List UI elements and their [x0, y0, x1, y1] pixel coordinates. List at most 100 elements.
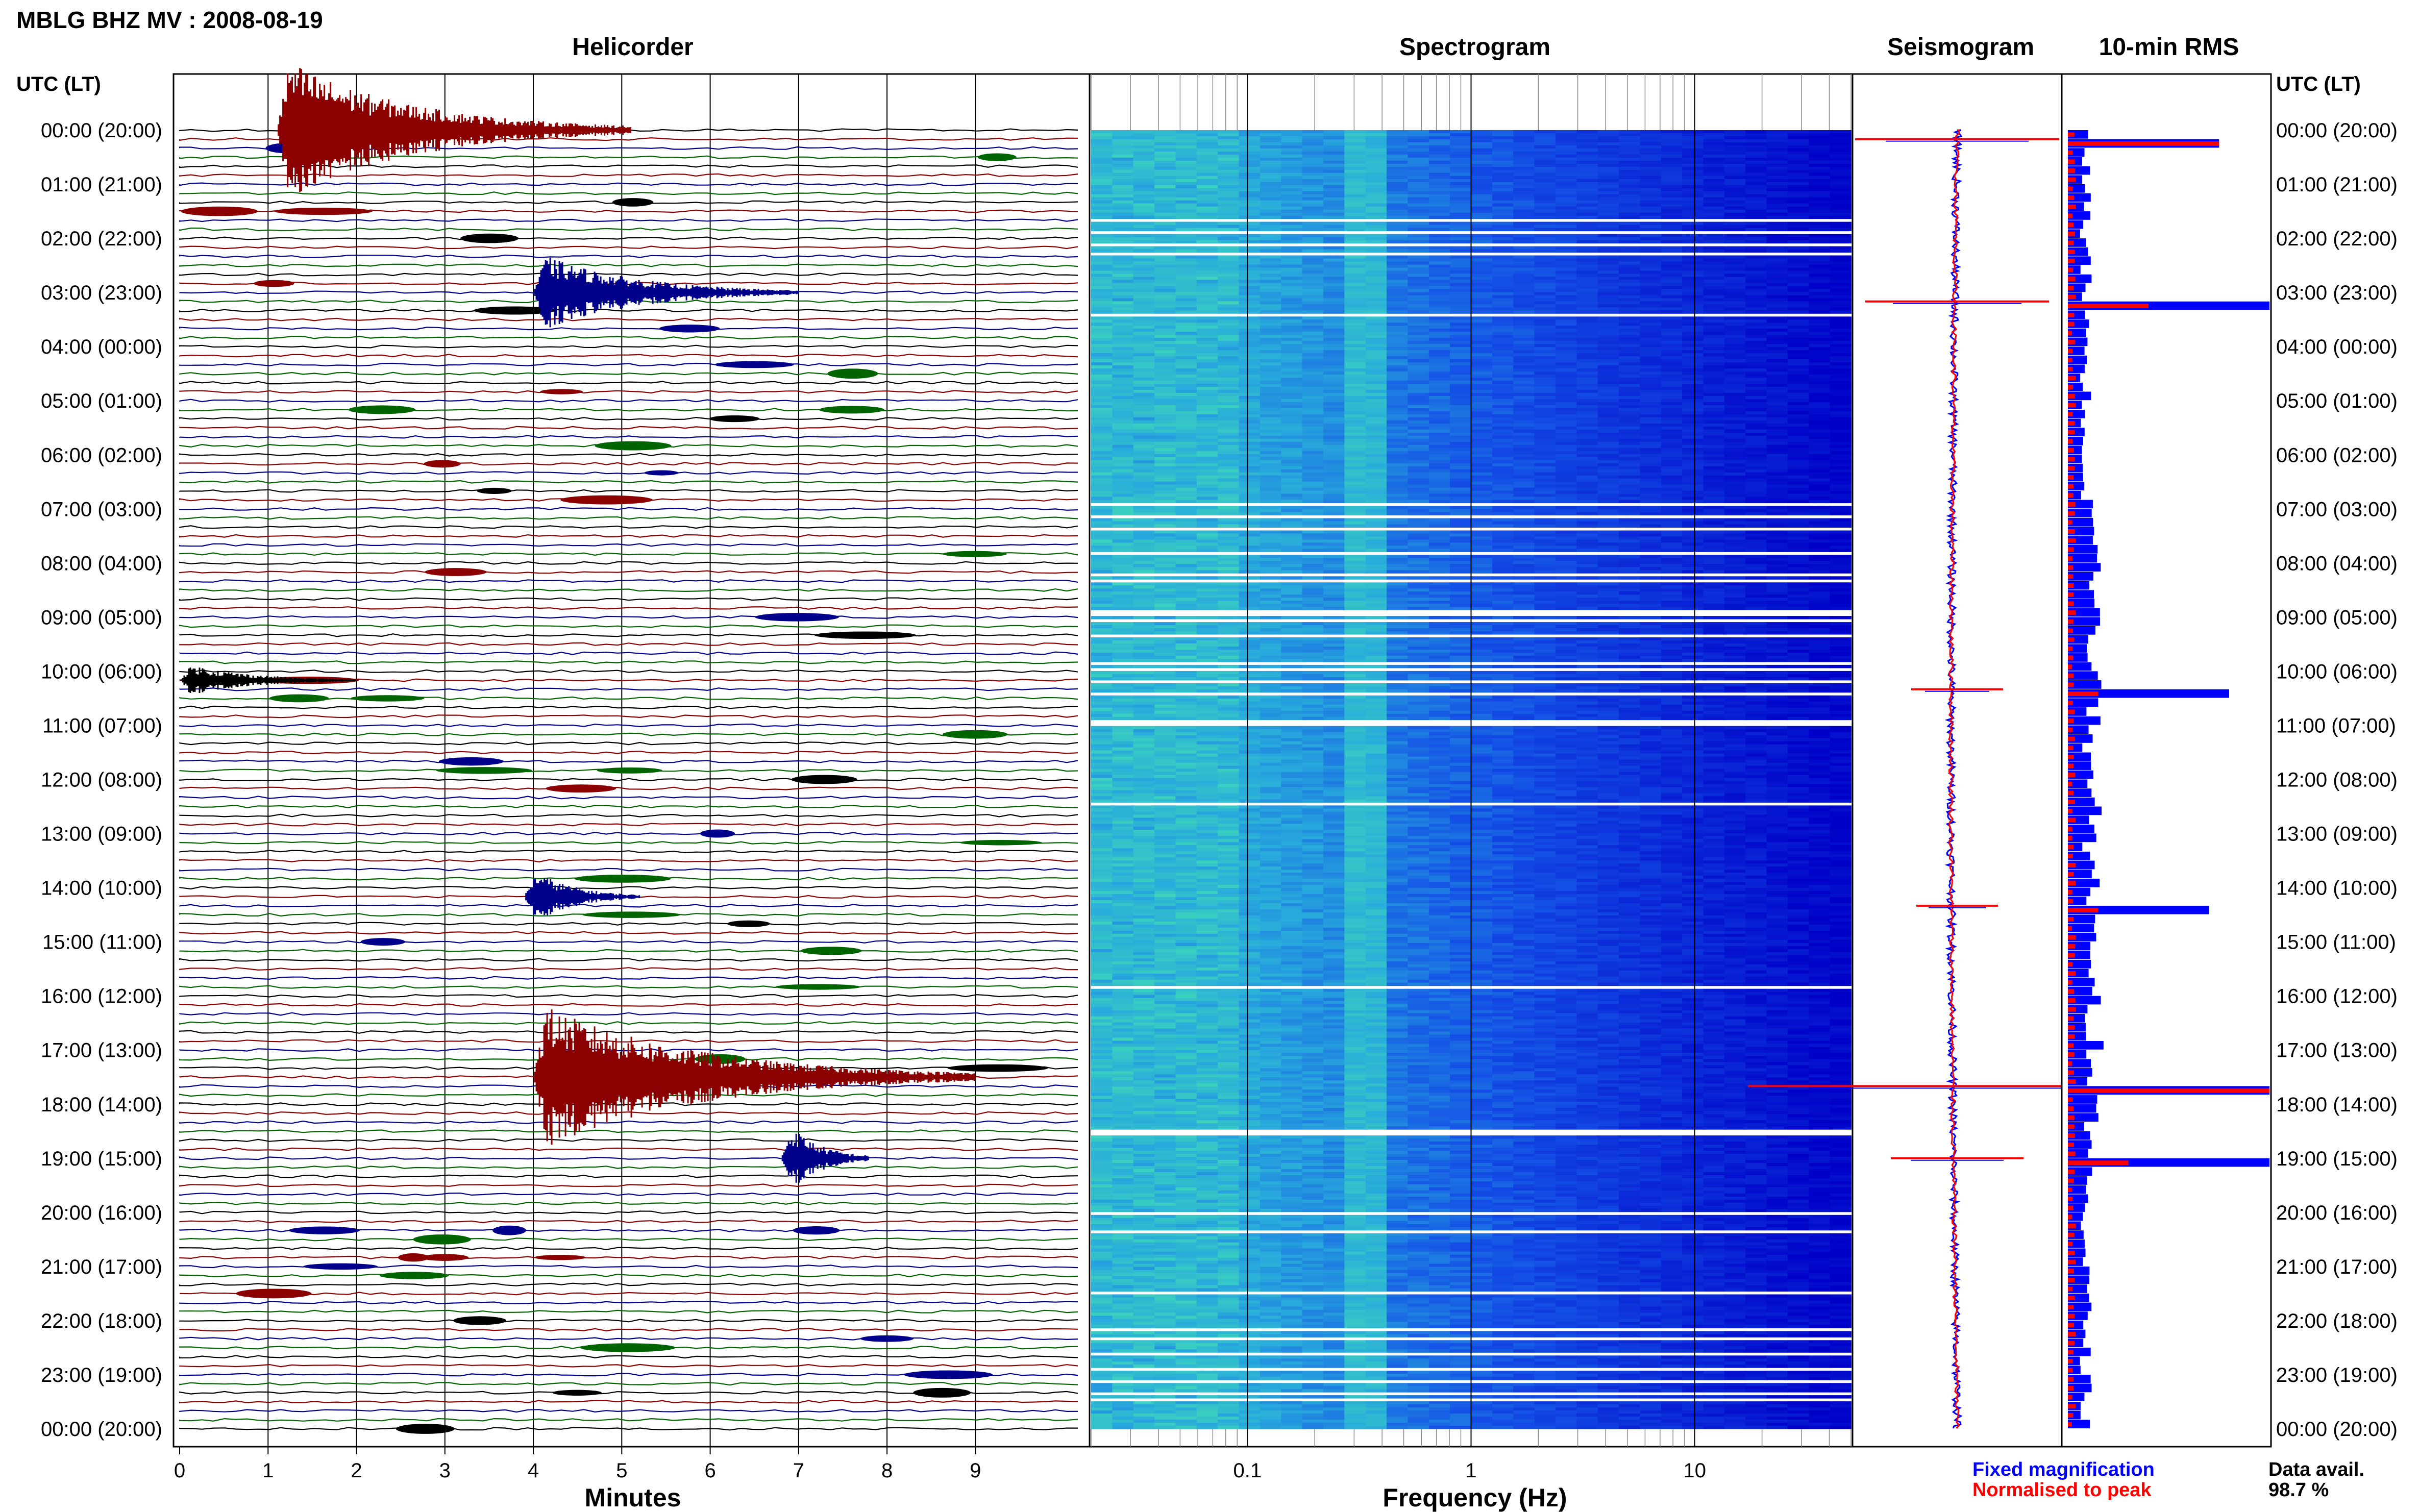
- spectrogram-cell: [1682, 200, 1704, 204]
- spectrogram-cell: [1323, 200, 1345, 204]
- spectrogram-cell: [1408, 353, 1429, 357]
- spectrogram-cell: [1302, 133, 1324, 137]
- spectrogram-cell: [1724, 506, 1746, 510]
- spectrogram-cell: [1281, 176, 1303, 180]
- spectrogram-cell: [1576, 481, 1598, 485]
- spectrogram-cell: [1344, 160, 1366, 164]
- spectrogram-cell: [1281, 304, 1303, 308]
- spectrogram-cell: [1830, 530, 1852, 534]
- spectrogram-cell: [1682, 169, 1704, 173]
- spectrogram-cell: [1428, 206, 1451, 210]
- spectrogram-cell: [1682, 264, 1704, 268]
- spectrogram-cell: [1428, 384, 1451, 387]
- spectrogram-cell: [1133, 212, 1155, 216]
- spectrogram-cell: [1555, 191, 1577, 195]
- spectrogram-cell: [1492, 344, 1514, 348]
- spectrogram-cell: [1133, 267, 1155, 271]
- spectrogram-cell: [1471, 484, 1493, 488]
- spectrogram-cell: [1724, 542, 1746, 546]
- spectrogram-cell: [1239, 371, 1261, 375]
- spectrogram-cell: [1534, 539, 1556, 543]
- spectrogram-cell: [1365, 172, 1388, 177]
- spectrogram-cell: [1133, 444, 1155, 449]
- spectrogram-cell: [1112, 326, 1134, 329]
- spectrogram-cell: [1682, 139, 1704, 143]
- spectrogram-cell: [1260, 417, 1282, 421]
- spectrogram-cell: [1154, 332, 1176, 335]
- spectrogram-cell: [1809, 481, 1831, 485]
- spectrogram-cell: [1239, 301, 1261, 305]
- spectrogram-cell: [1534, 237, 1556, 241]
- spectrogram-cell: [1745, 298, 1767, 302]
- spectrogram-cell: [1428, 212, 1451, 216]
- spectrogram-cell: [1408, 289, 1429, 292]
- spectrogram-cell: [1640, 307, 1662, 311]
- spectrogram-cell: [1408, 277, 1429, 280]
- spectrogram-cell: [1154, 478, 1176, 482]
- spectrogram-cell: [1133, 478, 1155, 482]
- spectrogram-cell: [1428, 542, 1451, 546]
- spectrogram-cell: [1428, 518, 1451, 522]
- spectrogram-cell: [1387, 420, 1409, 424]
- spectrogram-cell: [1745, 338, 1767, 341]
- spectrogram-cell: [1154, 270, 1176, 274]
- spectrogram-cell: [1576, 212, 1598, 216]
- spectrogram-cell: [1555, 136, 1577, 140]
- spectrogram-cell: [1745, 521, 1767, 525]
- spectrogram-cell: [1154, 368, 1176, 372]
- spectrogram-cell: [1576, 307, 1598, 311]
- spectrogram-cell: [1661, 478, 1683, 482]
- spectrogram-cell: [1196, 344, 1219, 348]
- spectrogram-cell: [1640, 194, 1662, 198]
- spectrogram-cell: [1260, 506, 1282, 510]
- spectrogram-cell: [1387, 497, 1409, 501]
- spectrogram-cell: [1408, 399, 1429, 403]
- spectrogram-cell: [1196, 221, 1219, 226]
- helicorder-burst: [580, 1343, 676, 1352]
- spectrogram-cell: [1344, 246, 1366, 250]
- spectrogram-cell: [1133, 500, 1155, 504]
- spectrogram-cell: [1513, 506, 1535, 510]
- spectrogram-cell: [1576, 301, 1598, 305]
- spectrogram-cell: [1281, 172, 1303, 177]
- spectrogram-cell: [1281, 441, 1303, 445]
- spectrogram-cell: [1428, 221, 1451, 226]
- spectrogram-cell: [1766, 347, 1788, 351]
- spectrogram-cell: [1239, 197, 1261, 201]
- spectrogram-cell: [1260, 558, 1282, 561]
- spectrogram-cell: [1450, 558, 1472, 561]
- spectrogram-cell: [1766, 148, 1788, 152]
- spectrogram-cell: [1661, 274, 1683, 277]
- spectrogram-cell: [1218, 194, 1240, 198]
- spectrogram-cell: [1387, 441, 1409, 445]
- spectrogram-cell: [1133, 435, 1155, 439]
- spectrogram-cell: [1260, 396, 1282, 400]
- spectrogram-cell: [1597, 154, 1620, 158]
- spectrogram-cell: [1428, 142, 1451, 146]
- spectrogram-cell: [1471, 405, 1493, 409]
- spectrogram-cell: [1154, 378, 1176, 381]
- spectrogram-cell: [1365, 267, 1388, 271]
- spectrogram-cell: [1154, 166, 1176, 170]
- spectrogram-cell: [1682, 338, 1704, 341]
- spectrogram-cell: [1450, 307, 1472, 311]
- spectrogram-cell: [1133, 335, 1155, 338]
- spectrogram-cell: [1365, 130, 1388, 134]
- spectrogram-cell: [1830, 133, 1852, 137]
- spectrogram-cell: [1133, 316, 1155, 320]
- spectrogram-cell: [1766, 215, 1788, 219]
- spectrogram-cell: [1450, 539, 1472, 543]
- spectrogram-cell: [1534, 390, 1556, 393]
- spectrogram-cell: [1450, 371, 1472, 375]
- spectrogram-cell: [1323, 261, 1345, 265]
- spectrogram-cell: [1175, 561, 1197, 564]
- spectrogram-cell: [1091, 408, 1113, 412]
- spectrogram-cell: [1428, 145, 1451, 149]
- spectrogram-cell: [1830, 423, 1852, 427]
- spectrogram-cell: [1428, 475, 1451, 479]
- spectrogram-cell: [1597, 533, 1620, 537]
- spectrogram-cell: [1175, 454, 1197, 458]
- spectrogram-cell: [1154, 539, 1176, 543]
- spectrogram-cell: [1323, 298, 1345, 302]
- helicorder-trace-line: [179, 570, 1078, 574]
